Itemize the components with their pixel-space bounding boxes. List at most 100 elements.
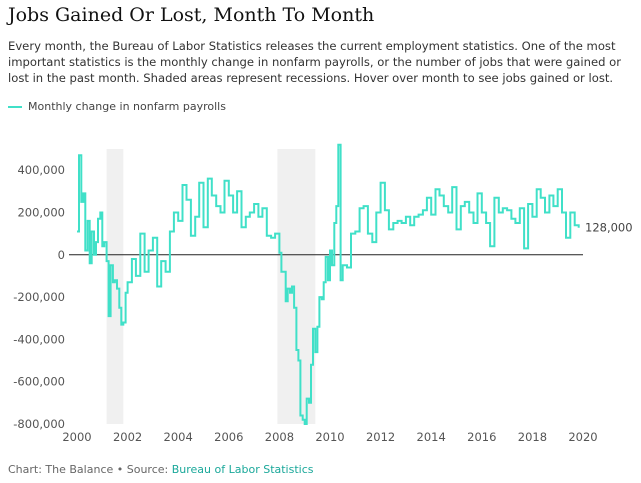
data-point[interactable] (142, 269, 147, 274)
data-point[interactable] (374, 210, 379, 215)
data-point[interactable] (159, 259, 164, 264)
data-point[interactable] (576, 225, 581, 230)
data-point[interactable] (370, 240, 375, 245)
data-point[interactable] (273, 231, 278, 236)
data-point[interactable] (513, 221, 518, 226)
data-point[interactable] (433, 187, 438, 192)
data-point[interactable] (239, 225, 244, 230)
data-point[interactable] (104, 259, 109, 264)
data-point[interactable] (311, 326, 316, 331)
data-point[interactable] (344, 265, 349, 270)
data-point[interactable] (285, 286, 290, 291)
data-point[interactable] (167, 229, 172, 234)
data-point[interactable] (247, 210, 252, 215)
data-point[interactable] (83, 248, 88, 253)
data-point[interactable] (412, 214, 417, 219)
data-point[interactable] (188, 233, 193, 238)
data-point[interactable] (98, 210, 103, 215)
data-point[interactable] (114, 286, 119, 291)
data-point[interactable] (348, 231, 353, 236)
data-point[interactable] (252, 202, 257, 207)
data-point[interactable] (79, 199, 84, 204)
data-point[interactable] (256, 214, 261, 219)
data-point[interactable] (125, 280, 130, 285)
data-point[interactable] (235, 189, 240, 194)
data-point[interactable] (386, 227, 391, 232)
data-point[interactable] (296, 358, 301, 363)
data-point[interactable] (121, 320, 126, 325)
data-point[interactable] (538, 195, 543, 200)
data-point[interactable] (382, 208, 387, 213)
data-point[interactable] (75, 229, 80, 234)
data-point[interactable] (180, 182, 185, 187)
data-point[interactable] (424, 195, 429, 200)
data-point[interactable] (307, 400, 312, 405)
data-point[interactable] (399, 221, 404, 226)
data-point[interactable] (87, 261, 92, 266)
data-point[interactable] (309, 362, 314, 367)
data-point[interactable] (129, 257, 134, 262)
data-point[interactable] (304, 396, 309, 401)
data-point[interactable] (334, 204, 339, 209)
data-point[interactable] (522, 246, 527, 251)
data-point[interactable] (150, 235, 155, 240)
data-point[interactable] (450, 185, 455, 190)
data-point[interactable] (315, 324, 320, 329)
data-point[interactable] (243, 214, 248, 219)
data-point[interactable] (260, 206, 265, 211)
data-point[interactable] (462, 199, 467, 204)
data-point[interactable] (226, 193, 231, 198)
data-point[interactable] (446, 210, 451, 215)
data-point[interactable] (231, 210, 236, 215)
data-point[interactable] (353, 229, 358, 234)
data-point[interactable] (441, 204, 446, 209)
data-point[interactable] (319, 297, 324, 302)
data-point[interactable] (564, 235, 569, 240)
data-point[interactable] (91, 252, 96, 257)
data-point[interactable] (323, 254, 328, 259)
data-point[interactable] (458, 204, 463, 209)
data-point[interactable] (509, 216, 514, 221)
data-point[interactable] (201, 225, 206, 230)
data-point[interactable] (420, 208, 425, 213)
data-point[interactable] (77, 153, 82, 158)
data-point[interactable] (264, 233, 269, 238)
data-point[interactable] (313, 350, 318, 355)
data-point[interactable] (222, 178, 227, 183)
data-point[interactable] (214, 204, 219, 209)
chart-legend[interactable]: Monthly change in nonfarm payrolls (8, 100, 226, 113)
data-point[interactable] (416, 212, 421, 217)
data-point[interactable] (454, 227, 459, 232)
data-point[interactable] (106, 314, 111, 319)
data-point[interactable] (467, 210, 472, 215)
data-point[interactable] (391, 221, 396, 226)
data-point[interactable] (171, 210, 176, 215)
data-point[interactable] (302, 422, 307, 427)
data-point[interactable] (93, 240, 98, 245)
data-point[interactable] (269, 235, 274, 240)
data-point[interactable] (547, 193, 552, 198)
data-point[interactable] (89, 229, 94, 234)
data-point[interactable] (176, 218, 181, 223)
data-point[interactable] (408, 223, 413, 228)
data-point[interactable] (138, 231, 143, 236)
data-point[interactable] (205, 176, 210, 181)
data-point[interactable] (517, 206, 522, 211)
data-point[interactable] (437, 193, 442, 198)
data-point[interactable] (340, 263, 345, 268)
data-point[interactable] (378, 180, 383, 185)
data-point[interactable] (543, 210, 548, 215)
data-point[interactable] (488, 244, 493, 249)
data-point[interactable] (555, 187, 560, 192)
data-point[interactable] (298, 413, 303, 418)
data-point[interactable] (330, 263, 335, 268)
data-point[interactable] (492, 195, 497, 200)
data-point[interactable] (288, 290, 293, 295)
data-point[interactable] (484, 221, 489, 226)
data-point[interactable] (95, 216, 100, 221)
data-point[interactable] (123, 290, 128, 295)
data-point[interactable] (496, 210, 501, 215)
data-point[interactable] (365, 231, 370, 236)
data-point[interactable] (163, 269, 168, 274)
